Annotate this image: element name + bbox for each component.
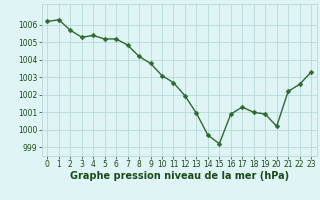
X-axis label: Graphe pression niveau de la mer (hPa): Graphe pression niveau de la mer (hPa): [70, 171, 289, 181]
